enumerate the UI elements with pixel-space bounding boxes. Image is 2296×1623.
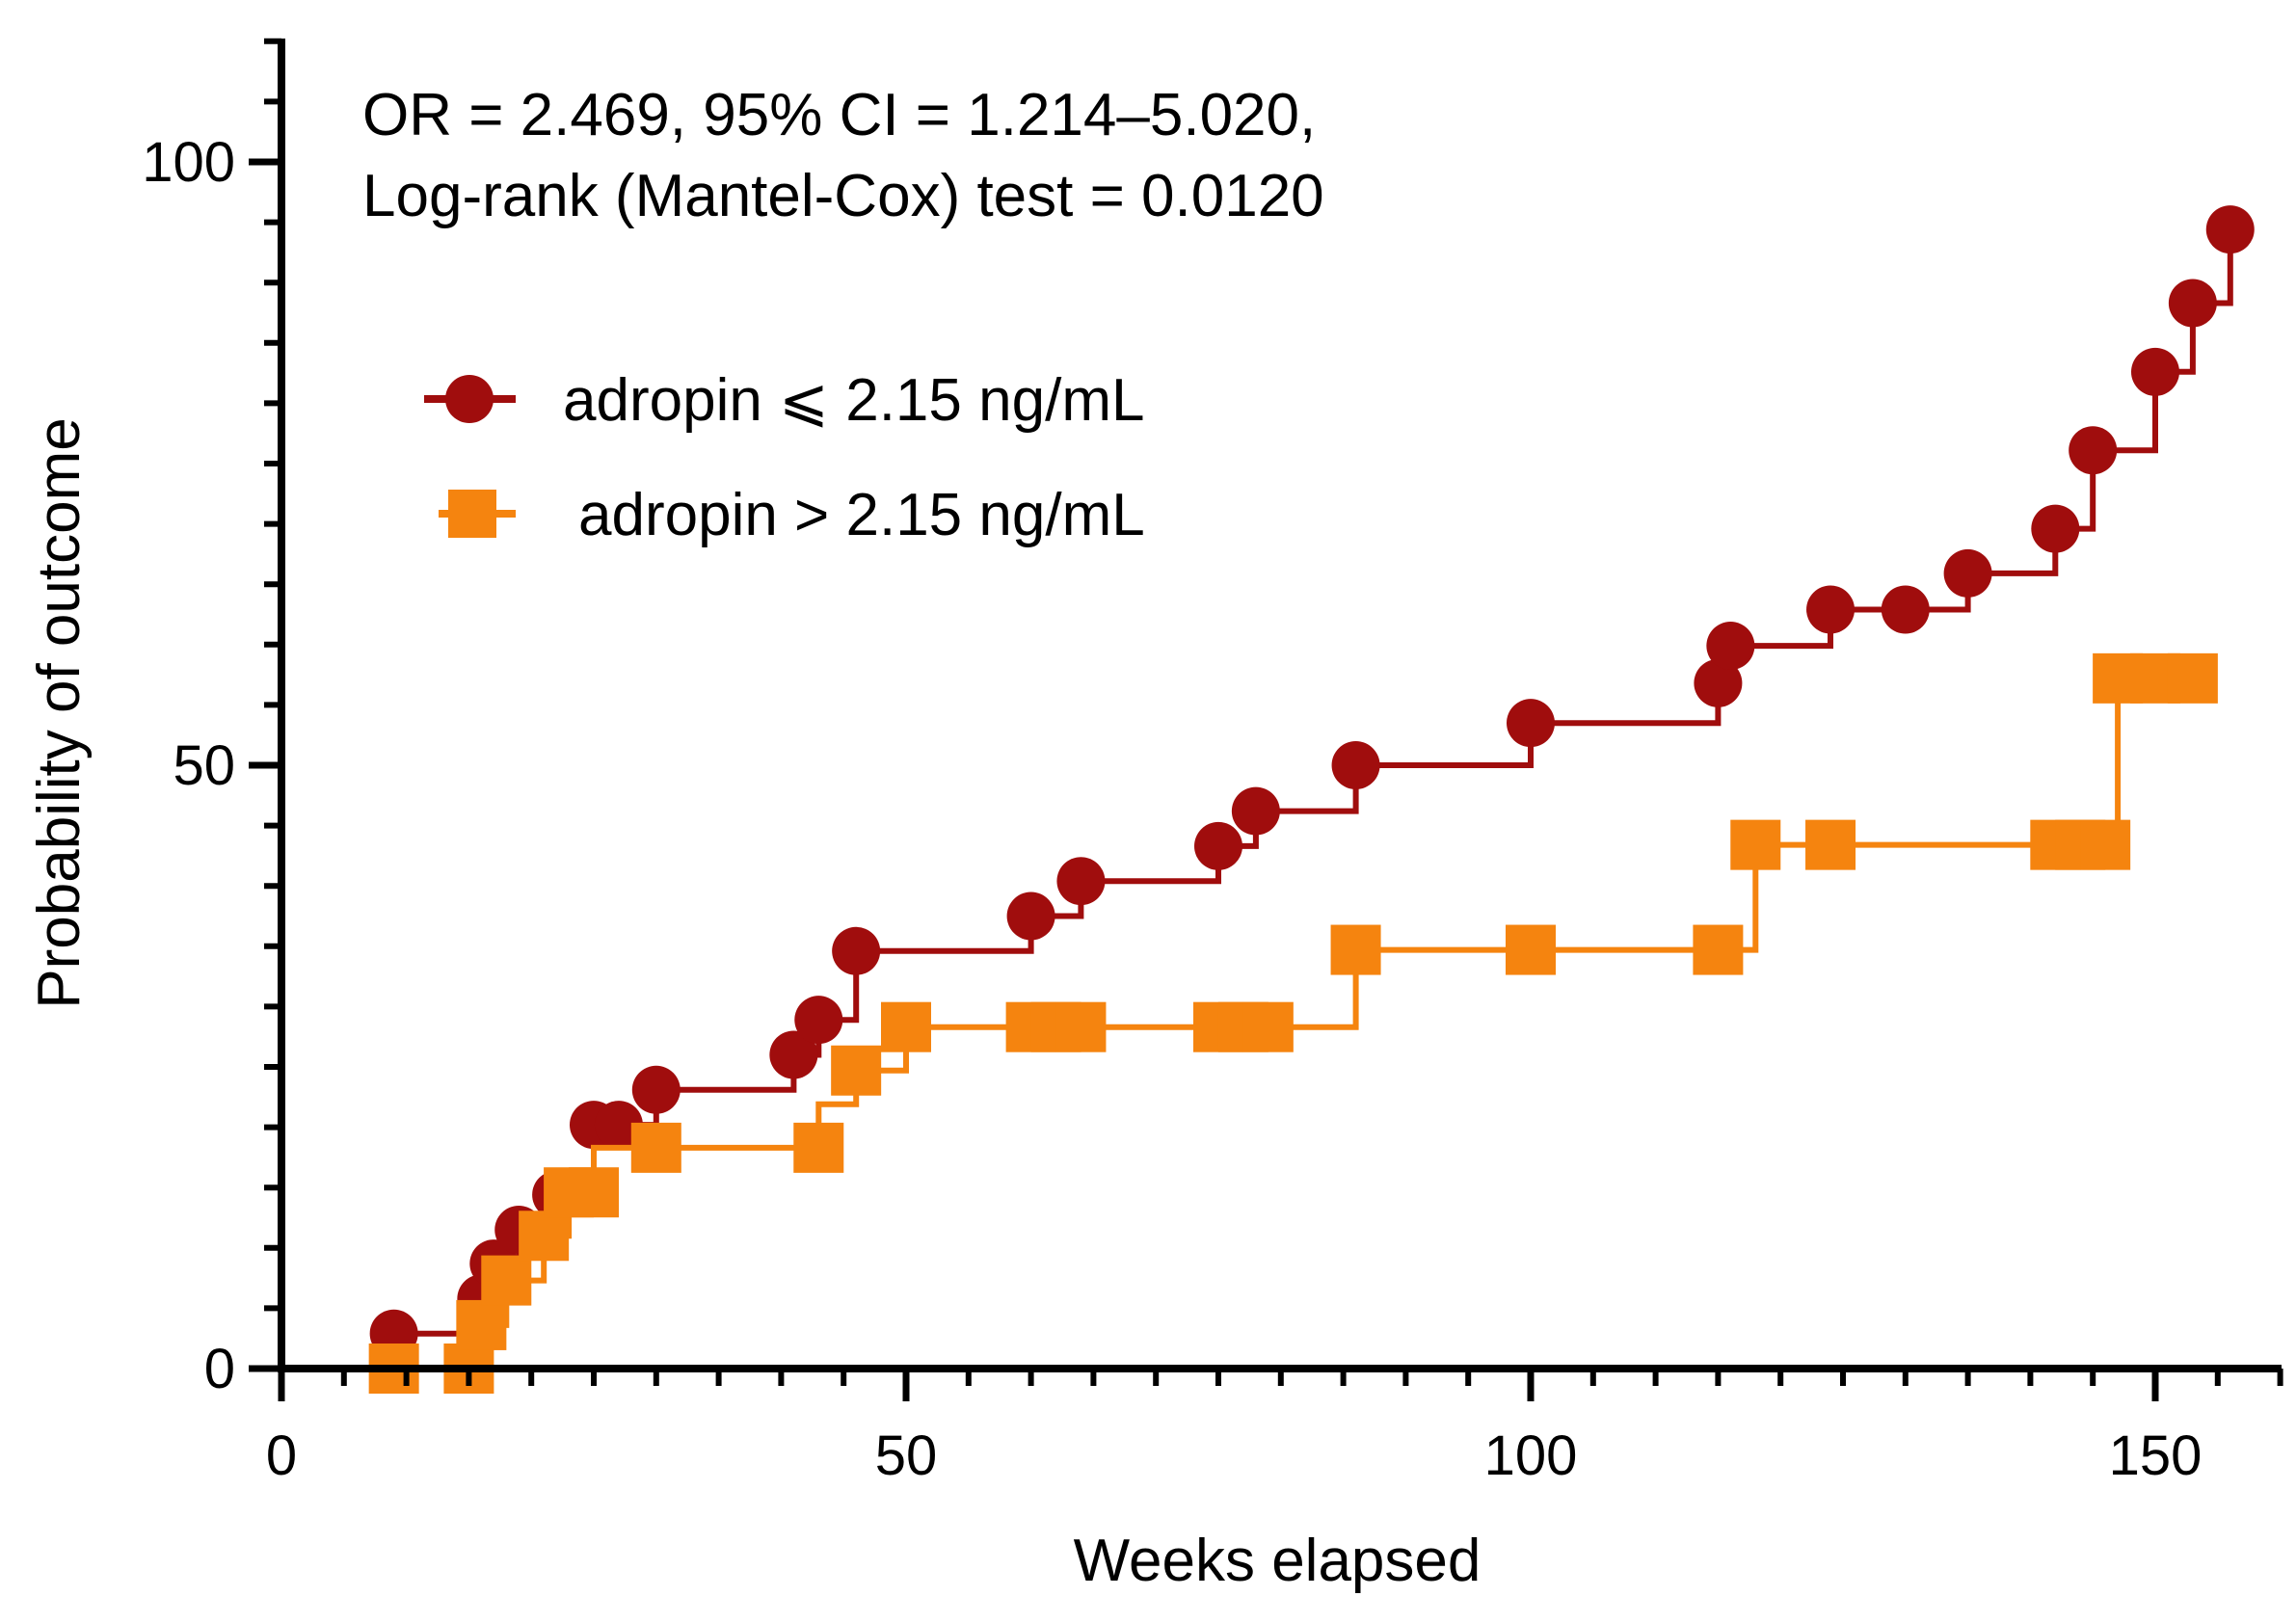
series-0-point-10	[832, 926, 881, 975]
series-0-point-21	[1943, 548, 1992, 598]
legend: adropin ⩽ 2.15 ng/mL adropin > 2.15 ng/m…	[424, 367, 1145, 548]
series-1-point-10	[881, 1001, 931, 1052]
x-tick-label-1: 50	[875, 1424, 938, 1487]
series-1-point-6	[569, 1167, 619, 1218]
legend-label-0: adropin ⩽ 2.15 ng/mL	[563, 367, 1144, 434]
series-0-point-26	[2205, 205, 2255, 254]
y-tick-label-1: 50	[173, 734, 235, 797]
series-0-point-6	[594, 1101, 643, 1150]
series-1-point-7	[630, 1122, 681, 1173]
series-0-point-9	[794, 996, 843, 1045]
series-1-point-19	[1693, 924, 1744, 975]
series-0-point-18	[1706, 622, 1755, 671]
legend-marker-0	[445, 375, 494, 423]
series-1-point-8	[793, 1122, 844, 1173]
series-0-point-13	[1194, 821, 1242, 870]
series-0-point-14	[1231, 786, 1280, 836]
series-0-point-23	[2069, 426, 2118, 475]
series-1-point-3	[481, 1255, 532, 1306]
series-0-point-17	[1694, 658, 1743, 707]
y-tick-label-0: 0	[204, 1338, 235, 1400]
x-tick-label-2: 100	[1484, 1424, 1578, 1487]
series-1-point-2	[456, 1299, 507, 1350]
series-1-point-4	[519, 1211, 570, 1262]
series-1-point-13	[1055, 1001, 1107, 1052]
legend-marker-1	[448, 490, 496, 538]
series-0-point-16	[1507, 699, 1555, 748]
legend-item-0: adropin ⩽ 2.15 ng/mL	[424, 367, 1144, 434]
y-tick-label-2: 100	[142, 131, 235, 194]
series-0-point-12	[1056, 857, 1106, 906]
x-axis-title: Weeks elapsed	[1074, 1528, 1482, 1594]
annotation-line1: OR = 2.469, 95% CI = 1.214–5.020,	[362, 82, 1316, 148]
series-1-point-20	[1730, 819, 1781, 870]
x-tick-label-0: 0	[266, 1424, 297, 1487]
y-axis-title: Probability of outcome	[26, 417, 93, 1008]
x-tick-label-3: 150	[2109, 1424, 2203, 1487]
series-0-point-22	[2031, 504, 2080, 553]
series-0-point-24	[2131, 347, 2179, 396]
series-1-point-27	[2167, 652, 2218, 704]
series-0-point-19	[1806, 585, 1855, 634]
series-1-point-18	[1506, 924, 1556, 975]
legend-item-1: adropin > 2.15 ng/mL	[439, 482, 1145, 548]
series-0-point-7	[631, 1065, 681, 1114]
series-1	[281, 652, 2218, 1394]
series-0-point-15	[1331, 741, 1380, 789]
series-0-point-20	[1881, 585, 1930, 634]
series-layer	[281, 205, 2255, 1394]
annotation-line2: Log-rank (Mantel-Cox) test = 0.0120	[362, 163, 1324, 229]
axes	[249, 38, 2283, 1401]
series-1-point-9	[831, 1045, 882, 1096]
series-0-point-8	[769, 1030, 818, 1079]
series-0-point-11	[1006, 891, 1055, 941]
series-1-point-24	[2080, 819, 2131, 870]
series-1-point-17	[1330, 924, 1381, 975]
legend-label-1: adropin > 2.15 ng/mL	[578, 482, 1145, 548]
tick-labels: 0 50 100 150 0 50 100	[142, 131, 2202, 1487]
series-0-point-25	[2168, 279, 2217, 328]
series-1-point-16	[1242, 1001, 1294, 1052]
series-1-point-21	[1805, 819, 1856, 870]
annotation: OR = 2.469, 95% CI = 1.214–5.020, Log-ra…	[362, 82, 1324, 229]
